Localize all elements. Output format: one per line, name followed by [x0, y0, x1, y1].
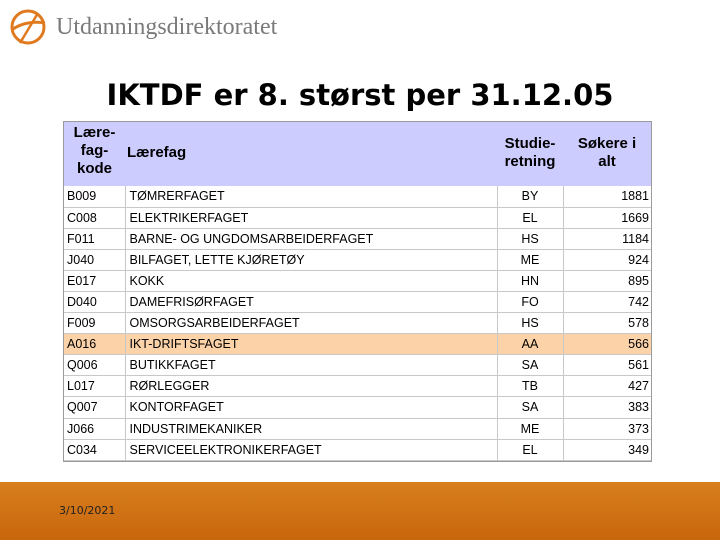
cell-program: HN — [497, 270, 564, 292]
cell-subject: IKT-DRIFTSFAGET — [125, 333, 498, 356]
cell-subject: BUTIKKFAGET — [125, 354, 498, 377]
cell-subject: RØRLEGGER — [125, 375, 498, 398]
cell-applicants: 561 — [563, 354, 651, 377]
cell-code: F009 — [64, 312, 126, 335]
header-subject: Lærefag — [127, 143, 187, 161]
table-row: Q006 BUTIKKFAGET SA 561 — [64, 354, 651, 377]
header-applicants: Søkere i alt — [577, 134, 637, 170]
table-row: E017 KOKK HN 895 — [64, 270, 651, 292]
cell-applicants: 895 — [563, 270, 651, 292]
table-row: F009 OMSORGSARBEIDERFAGET HS 578 — [64, 312, 651, 335]
slide-title: IKTDF er 8. størst per 31.12.05 — [106, 78, 614, 112]
table-row: D040 DAMEFRISØRFAGET FO 742 — [64, 291, 651, 314]
cell-program: EL — [497, 207, 564, 229]
cell-subject: ELEKTRIKERFAGET — [125, 207, 498, 229]
cell-applicants: 373 — [563, 418, 651, 440]
cell-program: SA — [497, 396, 564, 419]
table-header-row: Lære-fag-kode Lærefag Studie-retning Søk… — [64, 122, 651, 186]
table-row: F011 BARNE- OG UNGDOMSARBEIDERFAGET HS 1184 — [64, 228, 651, 250]
cell-program: HS — [497, 228, 564, 250]
table-row: A016 IKT-DRIFTSFAGET AA 566 — [64, 333, 651, 356]
cell-program: FO — [497, 291, 564, 314]
cell-code: B009 — [64, 186, 126, 208]
cell-program: TB — [497, 375, 564, 398]
cell-subject: BILFAGET, LETTE KJØRETØY — [125, 249, 498, 271]
cell-program: EL — [497, 439, 564, 461]
cell-code: J040 — [64, 249, 126, 271]
cell-applicants: 1184 — [563, 228, 651, 250]
cell-applicants: 349 — [563, 439, 651, 461]
cell-applicants: 1881 — [563, 186, 651, 208]
cell-subject: BARNE- OG UNGDOMSARBEIDERFAGET — [125, 228, 498, 250]
cell-subject: INDUSTRIMEKANIKER — [125, 418, 498, 440]
cell-subject: KONTORFAGET — [125, 396, 498, 419]
footer-band — [0, 482, 720, 540]
cell-applicants: 566 — [563, 333, 651, 356]
table-row: B009 TØMRERFAGET BY 1881 — [64, 186, 651, 208]
cell-subject: SERVICEELEKTRONIKERFAGET — [125, 439, 498, 461]
cell-code: J066 — [64, 418, 126, 440]
cell-applicants: 742 — [563, 291, 651, 314]
table-row: Q007 KONTORFAGET SA 383 — [64, 396, 651, 419]
table-row: C034 SERVICEELEKTRONIKERFAGET EL 349 — [64, 439, 651, 461]
applicants-table: Lære-fag-kode Lærefag Studie-retning Søk… — [63, 121, 652, 462]
cell-code: C034 — [64, 439, 126, 461]
cell-subject: TØMRERFAGET — [125, 186, 498, 208]
cell-program: BY — [497, 186, 564, 208]
footer-date: 3/10/2021 — [59, 504, 116, 517]
cell-program: HS — [497, 312, 564, 335]
cell-program: ME — [497, 249, 564, 271]
cell-program: ME — [497, 418, 564, 440]
cell-code: F011 — [64, 228, 126, 250]
logo-text: Utdanningsdirektoratet — [56, 13, 278, 40]
cell-applicants: 427 — [563, 375, 651, 398]
table-row: J066 INDUSTRIMEKANIKER ME 373 — [64, 418, 651, 440]
table-row: C008 ELEKTRIKERFAGET EL 1669 — [64, 207, 651, 229]
table-row: J040 BILFAGET, LETTE KJØRETØY ME 924 — [64, 249, 651, 271]
cell-code: E017 — [64, 270, 126, 292]
cell-code: D040 — [64, 291, 126, 314]
udir-logo-icon — [10, 9, 46, 45]
cell-program: SA — [497, 354, 564, 377]
cell-program: AA — [497, 333, 564, 356]
cell-applicants: 1669 — [563, 207, 651, 229]
cell-subject: OMSORGSARBEIDERFAGET — [125, 312, 498, 335]
table-row: L017 RØRLEGGER TB 427 — [64, 375, 651, 398]
cell-applicants: 383 — [563, 396, 651, 419]
header-program: Studie-retning — [504, 134, 556, 170]
cell-code: L017 — [64, 375, 126, 398]
cell-code: C008 — [64, 207, 126, 229]
cell-subject: KOKK — [125, 270, 498, 292]
header-code: Lære-fag-kode — [73, 124, 116, 177]
cell-code: A016 — [64, 333, 126, 356]
cell-code: Q007 — [64, 396, 126, 419]
cell-subject: DAMEFRISØRFAGET — [125, 291, 498, 314]
logo: Utdanningsdirektoratet — [8, 4, 277, 50]
cell-applicants: 924 — [563, 249, 651, 271]
cell-applicants: 578 — [563, 312, 651, 335]
cell-code: Q006 — [64, 354, 126, 377]
